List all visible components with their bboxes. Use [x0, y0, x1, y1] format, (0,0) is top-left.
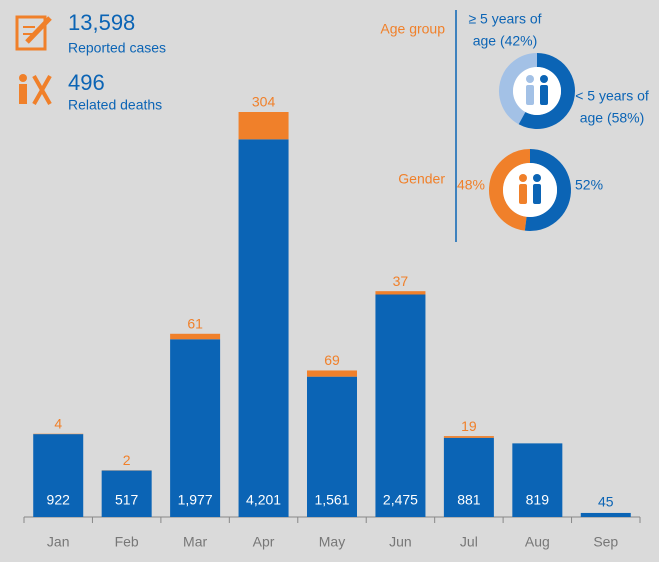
value-label: 2,475: [383, 492, 418, 508]
kpi-label: Reported cases: [68, 40, 166, 56]
value-label: 69: [324, 352, 340, 368]
person-body: [533, 184, 541, 204]
bar-segment: [307, 376, 357, 517]
donut-slice: [499, 53, 538, 125]
x-tick-label: Aug: [525, 534, 550, 550]
bar-segment: [170, 339, 221, 517]
x-tick-label: Jun: [389, 534, 412, 550]
x-tick-label: Sep: [593, 534, 618, 550]
value-label: 1,561: [314, 492, 349, 508]
slice-label: age (58%): [580, 110, 645, 126]
bar-segment: [238, 112, 289, 140]
donut-title: Age group: [380, 21, 445, 37]
value-label: 517: [115, 492, 139, 508]
person-body: [526, 85, 534, 105]
x-tick-label: Jul: [460, 534, 478, 550]
bar-segment: [375, 294, 426, 517]
slice-label: 52%: [575, 177, 603, 193]
deaths-icon: [19, 74, 52, 105]
person-head: [519, 174, 527, 182]
slice-label: ≥ 5 years of: [468, 11, 541, 27]
value-label: 922: [47, 492, 71, 508]
value-label: 4,201: [246, 492, 281, 508]
donut-center: [513, 67, 561, 115]
bar-segment: [170, 333, 221, 340]
slice-label: 48%: [457, 177, 485, 193]
bar-segment: [512, 443, 563, 517]
person-body: [519, 184, 527, 204]
value-label: 45: [598, 494, 614, 510]
value-label: 19: [461, 418, 477, 434]
person-head: [526, 75, 534, 83]
slice-label: age (42%): [473, 33, 538, 49]
value-label: 4: [54, 415, 62, 431]
donut-title: Gender: [398, 171, 445, 187]
person-body: [540, 85, 548, 105]
x-tick-label: Feb: [115, 534, 139, 550]
bar-segment: [238, 139, 289, 517]
bar-segment: [443, 437, 494, 517]
bar-segment: [101, 470, 152, 517]
x-tick-label: Apr: [253, 534, 275, 550]
bar-segment: [580, 512, 631, 517]
value-label: 881: [457, 492, 481, 508]
value-label: 1,977: [178, 492, 213, 508]
x-tick-label: Mar: [183, 534, 207, 550]
cases-icon: [15, 15, 52, 51]
person-head: [540, 75, 548, 83]
bar-segment: [33, 434, 84, 517]
slice-label: < 5 years of: [575, 88, 649, 104]
donut-slice: [518, 53, 575, 129]
bar-segment: [443, 436, 494, 438]
kpi-label: Related deaths: [68, 97, 162, 113]
x-tick-label: Jan: [47, 534, 70, 550]
donut-slice: [524, 149, 571, 231]
value-label: 37: [393, 273, 409, 289]
x-tick-label: May: [319, 534, 345, 550]
value-label: 304: [252, 94, 276, 110]
bar-segment: [307, 370, 357, 377]
kpi-value: 13,598: [68, 10, 135, 35]
donut-slice: [489, 149, 531, 231]
value-label: 2: [123, 452, 131, 468]
donut-center: [503, 163, 557, 217]
kpi-value: 496: [68, 70, 105, 95]
bar-segment: [375, 291, 426, 295]
person-head: [533, 174, 541, 182]
value-label: 61: [187, 315, 203, 331]
value-label: 819: [526, 492, 550, 508]
